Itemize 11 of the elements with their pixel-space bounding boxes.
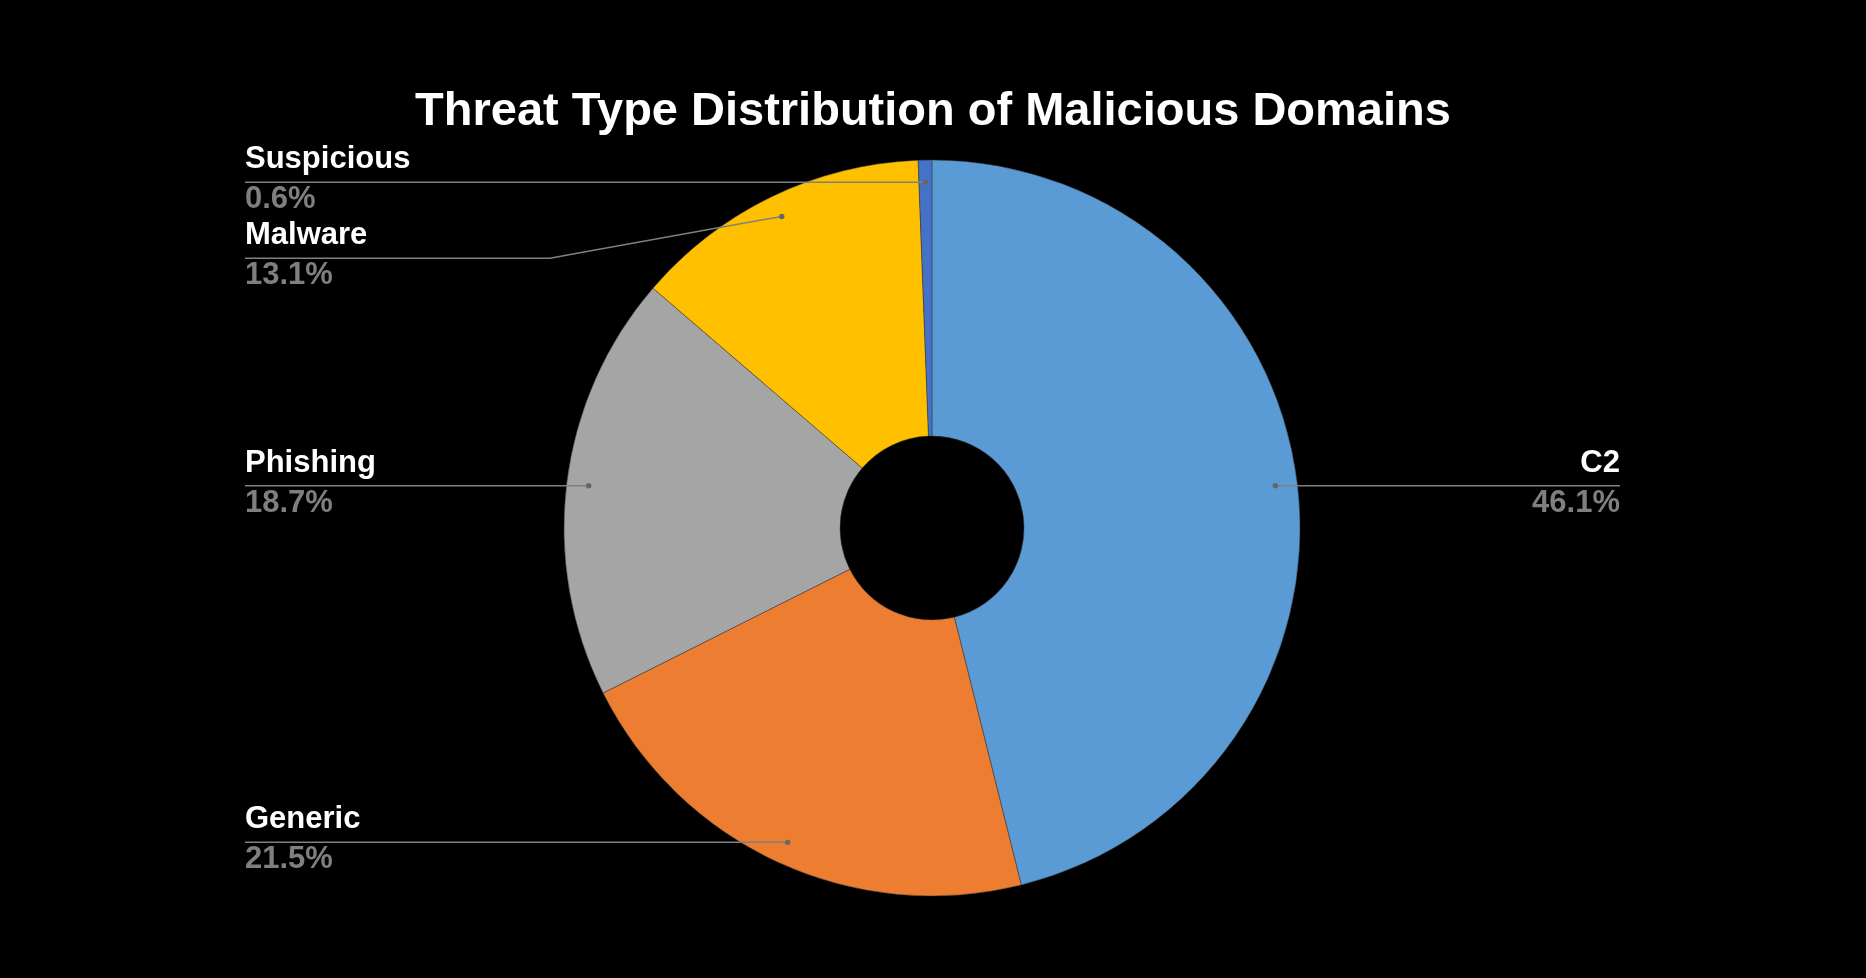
data-label: 21.5% <box>245 840 333 876</box>
chart-title: Threat Type Distribution of Malicious Domains <box>415 82 1451 135</box>
data-label: 13.1% <box>245 256 333 292</box>
data-label: 18.7% <box>245 483 333 519</box>
slice-label: Generic <box>245 800 361 836</box>
slice-label: Malware <box>245 216 368 252</box>
data-label: 46.1% <box>1532 483 1620 519</box>
slice-label: C2 <box>1580 443 1620 479</box>
slice-label: Suspicious <box>245 140 411 176</box>
slice-label: Phishing <box>245 443 376 479</box>
data-label: 0.6% <box>245 180 316 216</box>
